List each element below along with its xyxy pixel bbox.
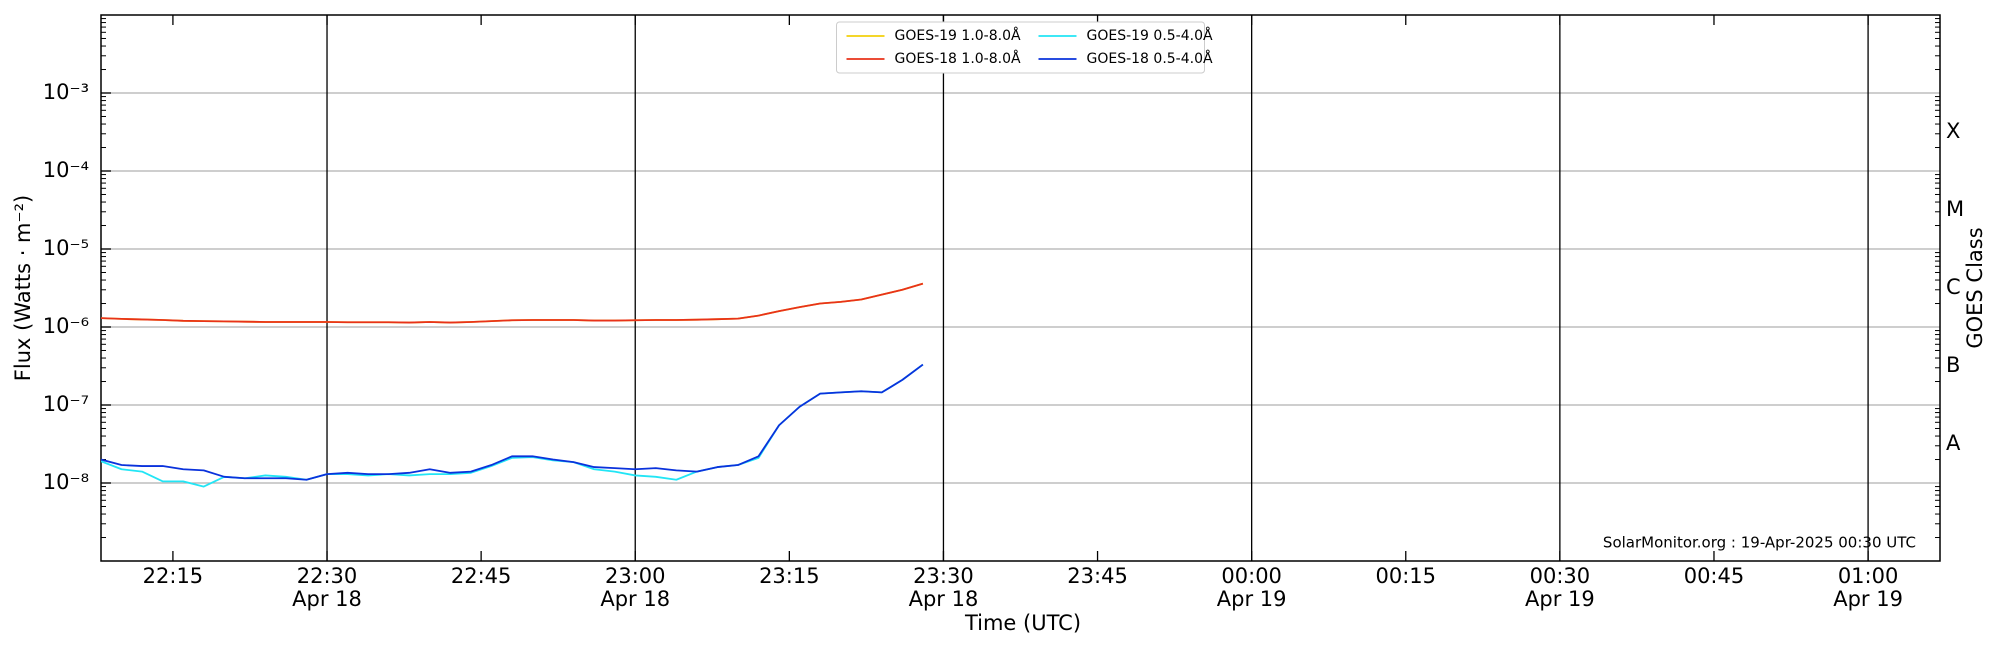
- y2-tick-label: C: [1946, 275, 1961, 299]
- series-line: [101, 363, 924, 481]
- x-tick-label: 01:00 Apr 19: [1833, 564, 1903, 611]
- legend-label: GOES-19 1.0-8.0Å: [895, 27, 1021, 44]
- x-tick-label: 23:30 Apr 18: [909, 564, 979, 611]
- x-tick-label: 23:45: [1067, 564, 1128, 588]
- series-line: [101, 282, 924, 324]
- x-axis-label: Time (UTC): [964, 611, 1081, 635]
- x-tick-label: 00:15: [1375, 564, 1436, 588]
- x-tick-label: 23:15: [759, 564, 820, 588]
- y-axis-label: Flux (Watts · m⁻²): [11, 195, 35, 381]
- y-tick-label: 10⁻⁴: [43, 158, 89, 182]
- x-tick-label: 23:00 Apr 18: [600, 564, 670, 611]
- x-tick-label: 00:00 Apr 19: [1217, 564, 1287, 611]
- legend-label: GOES-19 0.5-4.0Å: [1087, 27, 1213, 44]
- x-tick-label: 00:30 Apr 19: [1525, 564, 1595, 611]
- x-tick-label: 22:15: [143, 564, 204, 588]
- y-tick-label: 10⁻⁵: [43, 236, 89, 260]
- x-tick-label: 22:30 Apr 18: [292, 564, 362, 611]
- legend-label: GOES-18 0.5-4.0Å: [1087, 50, 1213, 67]
- y-tick-label: 10⁻⁷: [43, 392, 89, 416]
- y2-tick-label: X: [1946, 119, 1960, 143]
- y2-tick-label: B: [1946, 353, 1960, 377]
- plot-frame: [100, 14, 1941, 562]
- x-tick-label: 00:45: [1684, 564, 1745, 588]
- y2-tick-label: M: [1946, 197, 1964, 221]
- y-tick-label: 10⁻⁶: [43, 314, 89, 338]
- y2-axis-label: GOES Class: [1963, 227, 1987, 348]
- legend-label: GOES-18 1.0-8.0Å: [895, 50, 1021, 67]
- annotation: SolarMonitor.org : 19-Apr-2025 00:30 UTC: [1603, 534, 1916, 552]
- y-tick-label: 10⁻³: [43, 80, 89, 104]
- legend-box: [836, 21, 1205, 74]
- y2-tick-label: A: [1946, 431, 1961, 455]
- y-tick-label: 10⁻⁸: [43, 470, 89, 494]
- x-tick-label: 22:45: [451, 564, 512, 588]
